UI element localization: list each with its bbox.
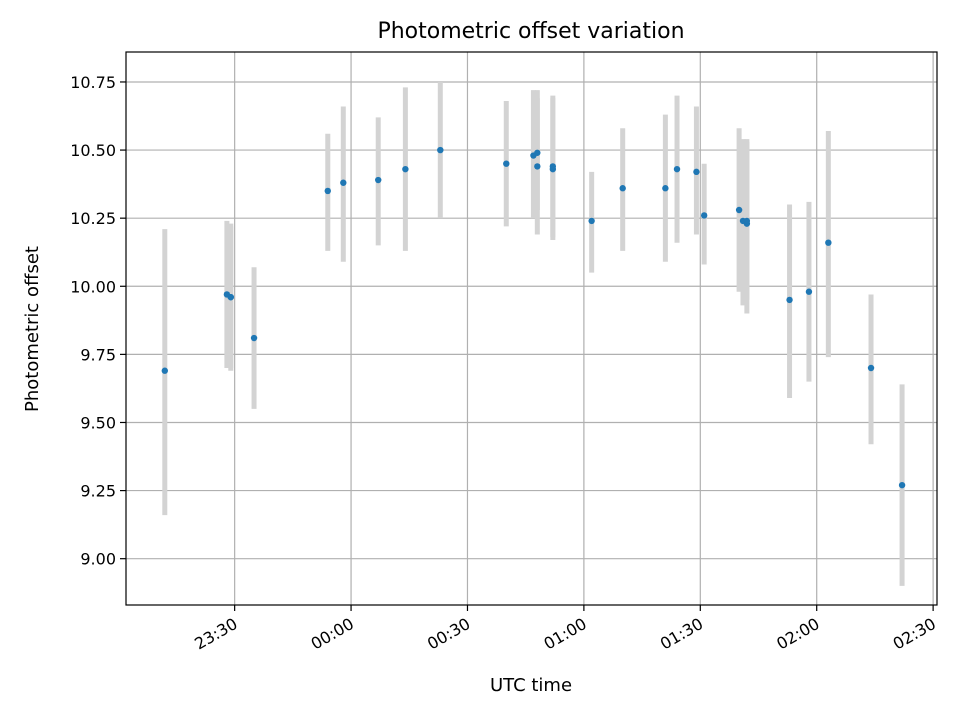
data-point (402, 165, 409, 173)
data-point (549, 163, 557, 170)
x-axis-label: UTC time (490, 675, 572, 696)
data-point (250, 334, 258, 342)
data-point (375, 176, 382, 184)
data-point (534, 163, 541, 170)
data-point (503, 160, 510, 167)
data-point (700, 212, 708, 219)
data-point (898, 481, 906, 489)
data-point (340, 179, 347, 186)
y-tick-label: 10.00 (70, 277, 116, 296)
data-point (735, 206, 743, 214)
data-points (161, 146, 906, 489)
plot-frame (125, 51, 938, 606)
data-point (867, 364, 875, 372)
y-tick-label: 9.75 (80, 345, 116, 364)
data-point (161, 367, 169, 374)
data-point (588, 217, 595, 225)
data-point (786, 296, 793, 304)
data-point (662, 185, 669, 192)
y-tick-label: 9.25 (80, 482, 116, 501)
data-point (437, 146, 444, 154)
data-point (324, 187, 331, 195)
data-point (619, 185, 626, 192)
y-tick-label: 9.50 (80, 413, 116, 432)
data-point (805, 288, 813, 295)
y-tick-label: 10.50 (70, 141, 116, 160)
y-tick-label: 9.00 (80, 550, 116, 569)
data-point (673, 165, 681, 173)
data-point (743, 217, 751, 225)
data-point (825, 239, 832, 246)
data-point (534, 149, 541, 156)
data-point (693, 168, 700, 176)
y-tick-label: 10.25 (70, 209, 116, 228)
data-point (227, 293, 234, 301)
chart-title: Photometric offset variation (377, 19, 684, 44)
y-tick-label: 10.75 (70, 73, 116, 92)
axis-ticks: 23:30 00:00 00:30 01:00 01:30 02:00 02:309.009… (70, 73, 939, 654)
y-axis-label: Photometric offset (22, 246, 43, 412)
